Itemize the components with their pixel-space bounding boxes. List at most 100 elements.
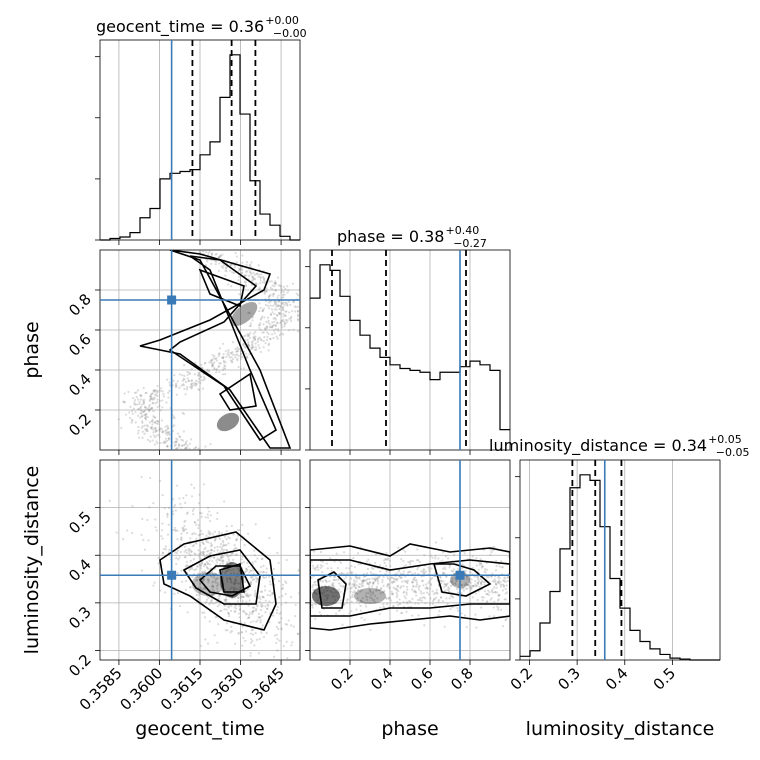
sample-point bbox=[255, 620, 258, 623]
sample-point bbox=[283, 322, 286, 325]
sample-point bbox=[290, 624, 293, 627]
sample-point bbox=[161, 522, 164, 525]
sample-point bbox=[210, 254, 213, 257]
sample-point bbox=[322, 658, 324, 660]
sample-point bbox=[273, 308, 276, 311]
sample-point bbox=[197, 553, 200, 556]
sample-point bbox=[177, 443, 181, 447]
sample-point bbox=[392, 580, 396, 584]
sample-point bbox=[208, 563, 212, 566]
sample-point bbox=[216, 587, 219, 590]
sample-point bbox=[252, 332, 256, 335]
sample-point bbox=[161, 406, 164, 409]
sample-point bbox=[163, 591, 167, 594]
sample-point bbox=[268, 342, 271, 345]
sample-point bbox=[141, 420, 144, 423]
sample-point bbox=[290, 315, 293, 318]
sample-point bbox=[394, 587, 397, 591]
sample-point bbox=[501, 625, 505, 628]
sample-point bbox=[224, 250, 227, 252]
sample-point bbox=[223, 598, 226, 601]
sample-point bbox=[218, 532, 221, 535]
sample-point bbox=[172, 528, 175, 532]
sample-point bbox=[223, 500, 226, 503]
sample-point bbox=[246, 588, 249, 591]
sample-point bbox=[370, 566, 373, 569]
sample-point bbox=[278, 307, 281, 311]
sample-point bbox=[200, 515, 203, 518]
sample-point bbox=[247, 342, 250, 345]
sample-point bbox=[262, 575, 265, 578]
sample-point bbox=[215, 252, 218, 256]
sample-point bbox=[154, 416, 157, 419]
sample-point bbox=[223, 535, 227, 538]
sample-point bbox=[256, 557, 259, 560]
sample-point bbox=[282, 315, 285, 318]
sample-point bbox=[161, 431, 164, 434]
sample-point bbox=[242, 560, 246, 564]
sample-point bbox=[200, 363, 203, 367]
sample-point bbox=[151, 406, 154, 410]
sample-point bbox=[219, 362, 222, 365]
sample-point bbox=[287, 300, 290, 303]
sample-point bbox=[254, 523, 257, 526]
sample-point bbox=[369, 591, 372, 594]
sample-point bbox=[382, 559, 386, 562]
sample-point bbox=[216, 577, 219, 580]
sample-point bbox=[167, 437, 170, 440]
sample-point bbox=[497, 606, 500, 609]
sample-point bbox=[269, 304, 272, 307]
sample-point bbox=[175, 384, 178, 388]
sample-point bbox=[131, 505, 134, 508]
sample-point bbox=[249, 641, 253, 644]
sample-point bbox=[216, 641, 219, 644]
sample-point bbox=[265, 567, 268, 570]
sample-point bbox=[228, 614, 231, 618]
sample-point bbox=[258, 288, 261, 291]
sample-point bbox=[224, 598, 227, 602]
sample-point bbox=[204, 601, 207, 604]
sample-point bbox=[249, 593, 252, 597]
sample-point bbox=[176, 484, 179, 487]
sample-point bbox=[479, 581, 482, 584]
sample-point bbox=[225, 601, 228, 604]
sample-point bbox=[257, 615, 260, 619]
sample-point bbox=[403, 580, 406, 583]
sample-point bbox=[456, 609, 460, 612]
sample-point bbox=[205, 554, 209, 557]
sample-point bbox=[161, 430, 164, 434]
sample-point bbox=[173, 444, 176, 447]
sample-point bbox=[148, 440, 152, 443]
sample-point bbox=[140, 569, 144, 572]
sample-point bbox=[451, 577, 454, 580]
sample-point bbox=[238, 275, 241, 278]
sample-point bbox=[312, 588, 315, 592]
sample-point bbox=[196, 576, 199, 579]
sample-point bbox=[174, 509, 177, 512]
sample-point bbox=[490, 597, 493, 600]
sample-point bbox=[215, 367, 218, 371]
sample-point bbox=[147, 408, 150, 411]
sample-point bbox=[209, 443, 212, 446]
sample-point bbox=[263, 589, 267, 592]
sample-point bbox=[150, 392, 153, 395]
sample-point bbox=[259, 318, 262, 321]
sample-point bbox=[151, 397, 154, 400]
sample-point bbox=[255, 348, 258, 351]
sample-point bbox=[204, 516, 207, 519]
sample-point bbox=[154, 429, 157, 432]
sample-point bbox=[503, 576, 506, 579]
sample-point bbox=[270, 333, 274, 336]
sample-point bbox=[153, 581, 156, 584]
sample-point bbox=[166, 512, 169, 515]
sample-point bbox=[108, 499, 111, 502]
sample-point bbox=[417, 614, 420, 617]
sample-point bbox=[310, 604, 314, 607]
sample-point bbox=[146, 518, 149, 522]
sample-point bbox=[291, 641, 294, 644]
sample-point bbox=[251, 612, 254, 616]
sample-point bbox=[199, 251, 202, 254]
sample-point bbox=[143, 548, 146, 551]
sample-point bbox=[156, 422, 160, 426]
y-tick-label: 0.5 bbox=[65, 508, 95, 538]
